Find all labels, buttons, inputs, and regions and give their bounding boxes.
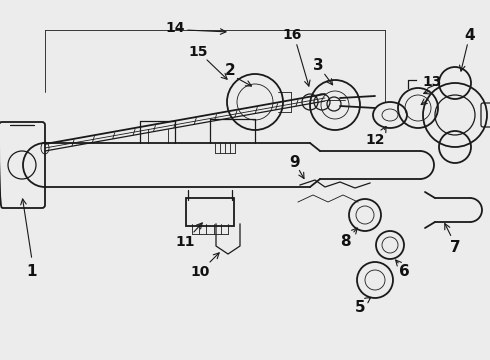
Text: 11: 11 xyxy=(175,235,195,249)
Text: 12: 12 xyxy=(365,133,385,147)
Text: 1: 1 xyxy=(27,265,37,279)
Text: 2: 2 xyxy=(224,63,235,77)
Text: 6: 6 xyxy=(399,265,409,279)
Text: 9: 9 xyxy=(290,154,300,170)
Text: 15: 15 xyxy=(188,45,208,59)
Text: 14: 14 xyxy=(165,21,185,35)
Text: 16: 16 xyxy=(282,28,302,42)
Text: 10: 10 xyxy=(190,265,210,279)
Text: 3: 3 xyxy=(313,58,323,72)
Text: 5: 5 xyxy=(355,301,366,315)
Text: 7: 7 xyxy=(450,240,460,256)
Text: 8: 8 xyxy=(340,234,350,249)
Text: 13: 13 xyxy=(422,75,441,89)
Text: 4: 4 xyxy=(465,27,475,42)
